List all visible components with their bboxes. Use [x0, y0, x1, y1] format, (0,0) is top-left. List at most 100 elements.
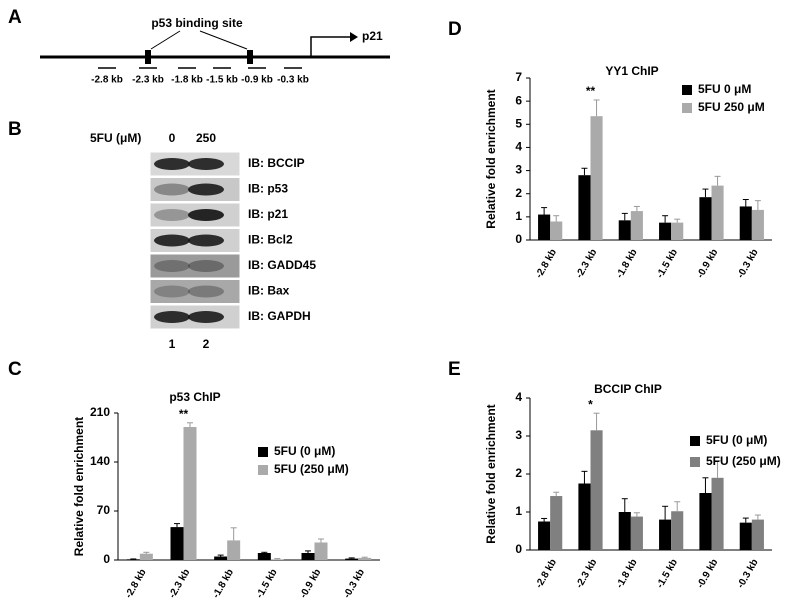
- legend-label: 5FU 0 μM: [698, 82, 751, 96]
- bar: [751, 519, 764, 550]
- bar: [711, 477, 724, 550]
- y-tick-label: 70: [97, 503, 111, 517]
- blot-label: IB: GADD45: [248, 258, 316, 272]
- region-label: -1.5 kb: [206, 75, 238, 86]
- legend-swatch: [690, 436, 700, 446]
- lane-label: 1: [169, 337, 176, 351]
- band: [154, 234, 190, 247]
- x-tick-label: -2.3 kb: [574, 247, 599, 280]
- x-tick-label: -2.8 kb: [123, 567, 148, 600]
- bar: [739, 206, 752, 240]
- band: [154, 209, 190, 221]
- significance: **: [586, 84, 596, 98]
- bar: [671, 511, 684, 550]
- legend-label: 5FU 250 μM: [698, 100, 765, 114]
- x-tick-label: -2.3 kb: [574, 557, 599, 590]
- band: [154, 183, 190, 196]
- x-tick-label: -1.8 kb: [614, 557, 639, 590]
- panel-label: C: [8, 359, 22, 380]
- bar: [139, 553, 153, 560]
- y-tick-label: 7: [515, 70, 522, 84]
- dose-label: 250: [196, 131, 216, 145]
- y-tick-label: 5: [515, 116, 522, 130]
- y-tick-label: 1: [515, 504, 522, 518]
- bar: [578, 175, 591, 240]
- lane-label: 2: [203, 337, 210, 351]
- blot-strip: [149, 253, 241, 279]
- bar: [214, 556, 228, 560]
- band: [188, 234, 224, 247]
- band: [188, 209, 224, 221]
- x-tick-label: -1.8 kb: [614, 247, 639, 280]
- legend-swatch: [682, 103, 692, 113]
- significance: **: [179, 407, 189, 421]
- x-tick-label: -0.9 kb: [695, 557, 720, 590]
- legend-label: 5FU (0 μM): [274, 444, 335, 458]
- y-tick-label: 4: [515, 140, 522, 154]
- blot-label: IB: p21: [248, 207, 288, 221]
- binding-site: [247, 50, 253, 64]
- bar: [578, 483, 591, 550]
- chart-title: BCCIP ChIP: [594, 382, 662, 396]
- y-tick-label: 140: [90, 454, 110, 468]
- bar: [550, 496, 563, 550]
- x-tick-label: -0.3 kb: [735, 247, 760, 280]
- bar: [659, 519, 672, 550]
- bar: [630, 516, 643, 550]
- y-tick-label: 1: [515, 209, 522, 223]
- bar: [739, 522, 752, 550]
- legend-label: 5FU (250 μM): [706, 454, 781, 468]
- blot-label: IB: p53: [248, 182, 288, 196]
- pointer: [199, 30, 248, 50]
- blot-label: IB: Bcl2: [248, 233, 293, 247]
- bar: [590, 430, 603, 550]
- region-label: -2.8 kb: [91, 75, 123, 86]
- bar: [345, 558, 359, 560]
- x-tick-label: -2.3 kb: [167, 567, 192, 600]
- legend-swatch: [682, 85, 692, 95]
- region-label: -0.9 kb: [241, 75, 273, 86]
- legend-label: 5FU (250 μM): [274, 462, 349, 476]
- band: [154, 158, 190, 170]
- pointer: [150, 30, 181, 50]
- x-tick-label: -0.9 kb: [298, 567, 323, 600]
- band: [188, 285, 224, 298]
- band: [188, 183, 224, 196]
- panel-label: E: [448, 359, 461, 380]
- x-tick-label: -0.3 kb: [342, 567, 367, 600]
- chart-title: p53 ChIP: [169, 390, 220, 404]
- bar: [126, 559, 140, 560]
- y-tick-label: 0: [515, 232, 522, 246]
- region-label: -0.3 kb: [277, 75, 309, 86]
- panel-label: A: [8, 7, 22, 28]
- bar: [751, 209, 764, 240]
- y-tick-label: 3: [515, 163, 522, 177]
- y-tick-label: 2: [515, 466, 522, 480]
- binding-site: [145, 50, 151, 64]
- x-tick-label: -1.5 kb: [655, 557, 680, 590]
- tss-arrow: [310, 36, 350, 57]
- x-tick-label: -2.8 kb: [534, 557, 559, 590]
- band: [154, 260, 190, 272]
- legend-label: 5FU (0 μM): [706, 433, 767, 447]
- bar: [358, 557, 372, 560]
- y-axis-label: Relative fold enrichment: [72, 417, 86, 556]
- region-label: -1.8 kb: [171, 75, 203, 86]
- gene-label: p21: [362, 29, 383, 43]
- y-axis-label: Relative fold enrichment: [484, 404, 498, 543]
- bar: [671, 222, 684, 240]
- significance: *: [588, 397, 593, 411]
- blot-strip: [149, 279, 241, 304]
- bar: [301, 553, 315, 560]
- bar: [659, 222, 672, 240]
- blot-label: IB: Bax: [248, 284, 290, 298]
- bar: [590, 116, 603, 240]
- y-tick-label: 0: [515, 542, 522, 556]
- bar: [270, 559, 284, 560]
- y-tick-label: 3: [515, 428, 522, 442]
- bar: [618, 220, 631, 240]
- blot-label: IB: GAPDH: [248, 309, 311, 323]
- arrow-head: [350, 32, 358, 42]
